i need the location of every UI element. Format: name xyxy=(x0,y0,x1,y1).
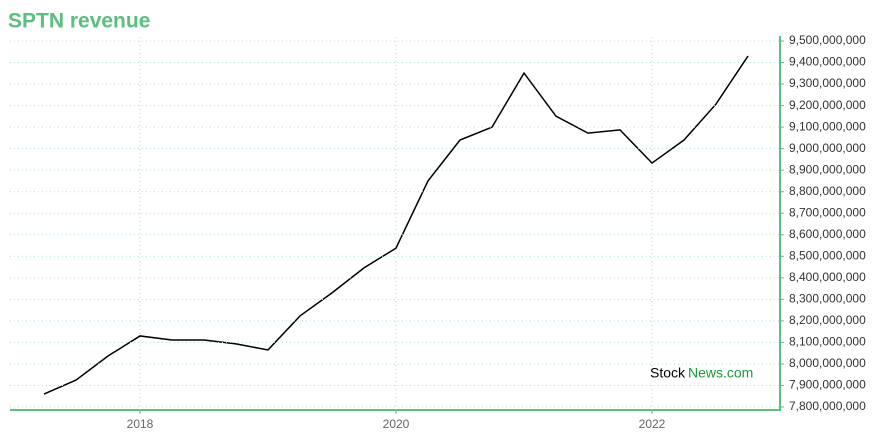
y-tick-label: 8,800,000,000 xyxy=(789,184,866,198)
y-tick-label: 8,100,000,000 xyxy=(789,335,866,349)
y-tick-label: 9,100,000,000 xyxy=(789,119,866,133)
y-tick-label: 9,300,000,000 xyxy=(789,76,866,90)
y-tick-label: 8,600,000,000 xyxy=(789,227,866,241)
y-tick-label: 8,000,000,000 xyxy=(789,356,866,370)
x-tick-label: 2020 xyxy=(383,417,410,431)
x-tick-label: 2022 xyxy=(639,417,666,431)
y-tick-label: 9,400,000,000 xyxy=(789,55,866,69)
y-tick-label: 8,400,000,000 xyxy=(789,270,866,284)
watermark: News.com xyxy=(688,365,753,381)
x-tick-label: 2018 xyxy=(127,417,154,431)
y-tick-label: 9,200,000,000 xyxy=(789,98,866,112)
chart-title: SPTN revenue xyxy=(8,10,150,33)
y-tick-label: 8,200,000,000 xyxy=(789,313,866,327)
y-tick-label: 8,900,000,000 xyxy=(789,162,866,176)
y-tick-label: 9,000,000,000 xyxy=(789,141,866,155)
y-tick-label: 8,700,000,000 xyxy=(789,205,866,219)
y-tick-label: 8,300,000,000 xyxy=(789,292,866,306)
line xyxy=(43,55,749,395)
y-tick-label: 9,500,000,000 xyxy=(789,33,866,47)
y-tick-label: 7,900,000,000 xyxy=(789,378,866,392)
y-tick-label: 7,800,000,000 xyxy=(789,399,866,413)
y-tick-label: 8,500,000,000 xyxy=(789,248,866,262)
watermark: Stock xyxy=(650,365,686,381)
